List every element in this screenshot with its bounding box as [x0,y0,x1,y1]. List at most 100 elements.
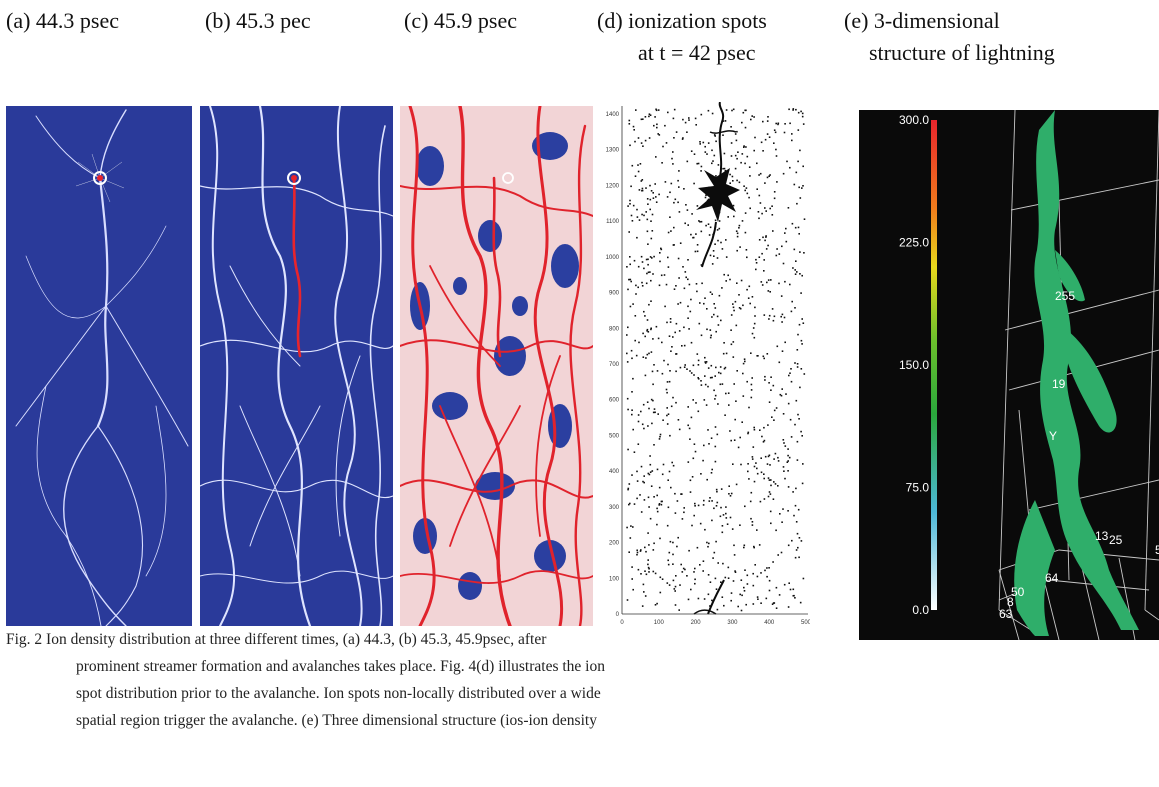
ionization-spot [647,271,650,274]
ionization-spot [704,362,707,364]
ionization-spot [709,336,712,339]
ionization-spot [689,479,692,482]
panel-e-title-line1: (e) 3-dimensional [844,8,1000,33]
ionization-spot [775,122,777,125]
ionization-spot [713,154,716,157]
ionization-spot [694,117,697,120]
ionization-spot [631,357,633,360]
ionization-spot [675,131,678,133]
ionization-spot [740,161,742,164]
ionization-spot [758,239,761,241]
ionization-spot [731,175,734,178]
ionization-spot [724,414,726,416]
y-tick-label: 900 [609,291,620,297]
ionization-spot [729,430,731,432]
ionization-spot [787,606,790,608]
y-tick-label: 1100 [606,219,620,225]
ionization-spot [647,566,650,569]
ionization-spot [740,279,743,282]
ionization-spot [663,274,666,276]
ionization-spot [773,481,775,483]
ionization-spot [711,293,713,295]
ionization-spot [627,448,629,451]
ionization-spot [745,249,748,251]
ionization-spot [766,133,769,135]
ionization-spot [707,367,710,369]
ionization-spot [629,199,631,202]
ionization-spot [699,302,701,304]
ionization-spot [768,579,771,582]
ionization-spot [718,371,720,374]
ionization-spot [652,197,655,199]
ionization-spot [741,153,744,155]
ionization-spot [774,452,777,455]
ionization-spot [768,454,771,457]
panel-b-title: (b) 45.3 pec [205,8,311,33]
ionization-spot [769,291,771,293]
ionization-spot [629,203,631,205]
ionization-spot [746,380,748,383]
ionization-spot [629,278,632,281]
ionization-spot [717,324,720,326]
ionization-spot [687,406,689,408]
ionization-spot [799,197,802,199]
ionization-spot [647,258,649,261]
ionization-spot [720,319,722,322]
ionization-spot [751,332,754,335]
ionization-spot [693,153,696,155]
ionization-spot [760,141,763,144]
ionization-spot [738,307,741,309]
ionization-spot [765,248,768,250]
ionization-spot [759,429,761,431]
ionization-spot [722,134,724,136]
ionization-spot [642,356,645,358]
ionization-spot [652,411,655,414]
ionization-spot [797,546,799,549]
ionization-spot [667,266,670,268]
ionization-spot [626,599,629,601]
ionization-spot [752,603,755,605]
ionization-spot [762,236,764,239]
ionization-spot [725,109,728,111]
ionization-spot [627,408,629,411]
ionization-spot [714,426,717,428]
ionization-spot [682,137,684,139]
ionization-spot [753,116,755,118]
ionization-spot [720,506,722,509]
ionization-spot [676,500,679,502]
ionization-spot [750,383,753,386]
ionization-spot [769,510,772,513]
ionization-spot [784,123,786,125]
ionization-spot [712,250,715,252]
ionization-spot [674,492,676,495]
ionization-spot [715,540,717,543]
ionization-spot [692,364,695,367]
ionization-spot [772,498,775,500]
ionization-spot [704,375,706,377]
ionization-spot [736,130,738,133]
ionization-spot [763,473,765,475]
ionization-spot [694,505,696,507]
ionization-spot [674,331,676,334]
ionization-spot [693,443,696,445]
y-tick-label: 0 [616,612,620,618]
ionization-spot [656,468,659,471]
ionization-spot [641,187,644,190]
ionization-spot [736,370,738,372]
ionization-spot [730,142,733,144]
ionization-spot [697,378,700,380]
ionization-spot [745,146,747,148]
ionization-spot [672,151,674,153]
ionization-spot [781,245,783,248]
ionization-spot [669,540,672,543]
caption-line: Fig. 2 Ion density distribution at three… [6,631,547,648]
ionization-spot [744,126,747,129]
ionization-spot [756,472,759,475]
ionization-spot [730,439,732,442]
ionization-spot [730,592,733,594]
ionization-spot [724,120,727,122]
ionization-spot [771,214,774,216]
ionization-spot [796,349,799,351]
ionization-spot [658,193,660,196]
panel-b-image [200,106,393,626]
